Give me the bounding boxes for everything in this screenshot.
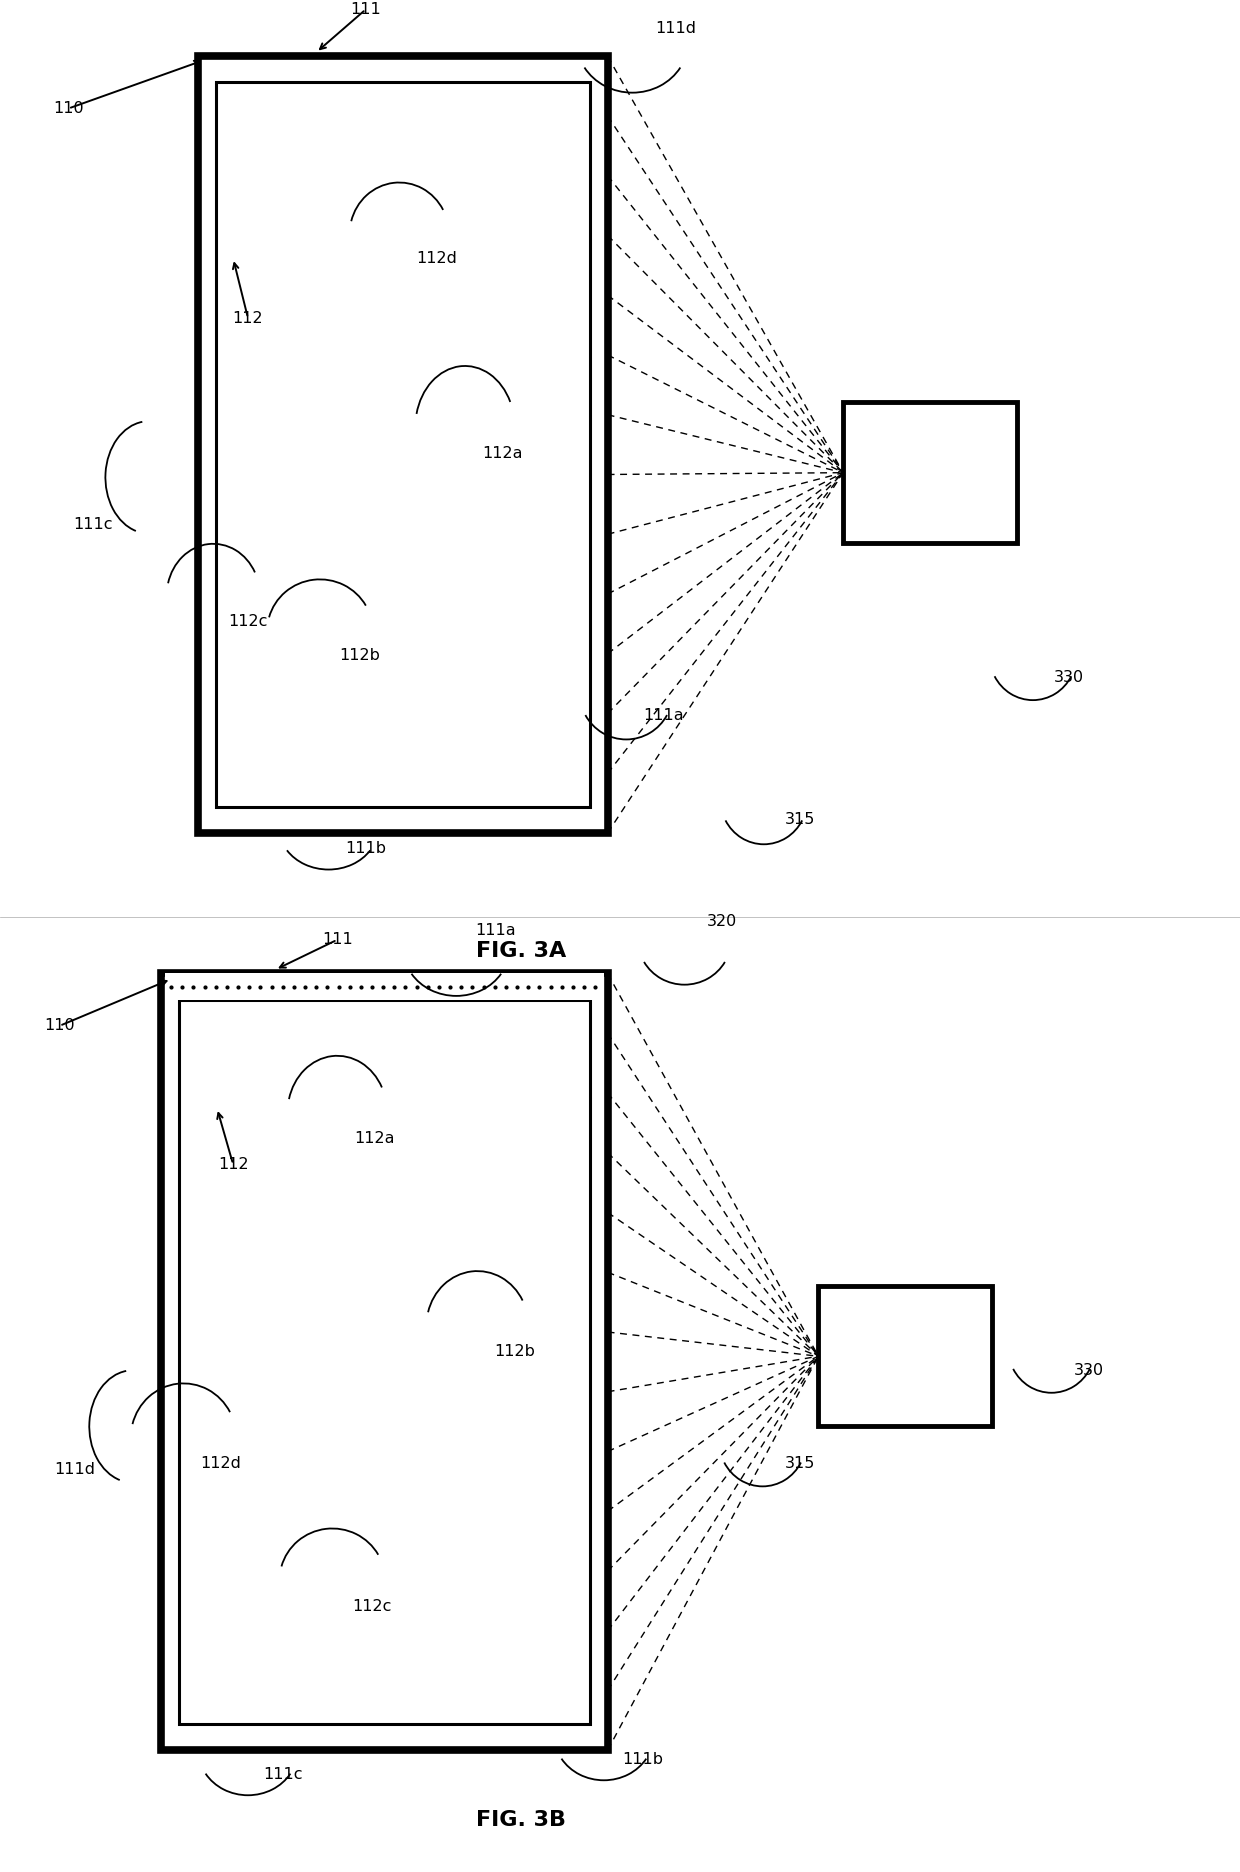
Text: 111d: 111d [655, 21, 697, 36]
Text: 315: 315 [785, 812, 815, 827]
Text: 111d: 111d [53, 1462, 95, 1477]
Text: 112d: 112d [417, 251, 456, 266]
Text: 111c: 111c [73, 517, 113, 532]
Text: 112a: 112a [355, 1131, 394, 1146]
Text: 112b: 112b [340, 648, 379, 663]
Bar [216, 82, 590, 807]
Text: 111: 111 [322, 932, 352, 947]
Bar [818, 1286, 992, 1426]
Text: 320: 320 [707, 914, 737, 929]
Text: 330: 330 [1074, 1363, 1104, 1378]
Text: 110: 110 [53, 101, 83, 116]
Text: 112: 112 [233, 311, 263, 326]
Bar [165, 973, 604, 1000]
Text: 315: 315 [785, 1456, 815, 1471]
Text: 111a: 111a [476, 923, 516, 938]
Bar [161, 973, 608, 1750]
Text: 112b: 112b [495, 1344, 534, 1359]
Text: 111b: 111b [621, 1752, 663, 1767]
Bar [843, 402, 1017, 543]
Text: 112c: 112c [352, 1599, 392, 1614]
Text: 112: 112 [218, 1157, 248, 1172]
Text: 110: 110 [45, 1018, 74, 1033]
Text: FIG. 3A: FIG. 3A [476, 942, 565, 960]
Text: FIG. 3B: FIG. 3B [476, 1810, 565, 1829]
Bar [179, 1000, 590, 1724]
Text: 330: 330 [1054, 670, 1084, 685]
Text: 111a: 111a [644, 708, 683, 723]
Text: 112a: 112a [482, 446, 522, 461]
Text: 111c: 111c [263, 1767, 303, 1782]
Text: 112d: 112d [201, 1456, 241, 1471]
Text: 111: 111 [351, 2, 381, 17]
Text: 111b: 111b [345, 841, 387, 856]
Text: 112c: 112c [228, 614, 268, 629]
Bar [198, 56, 608, 833]
